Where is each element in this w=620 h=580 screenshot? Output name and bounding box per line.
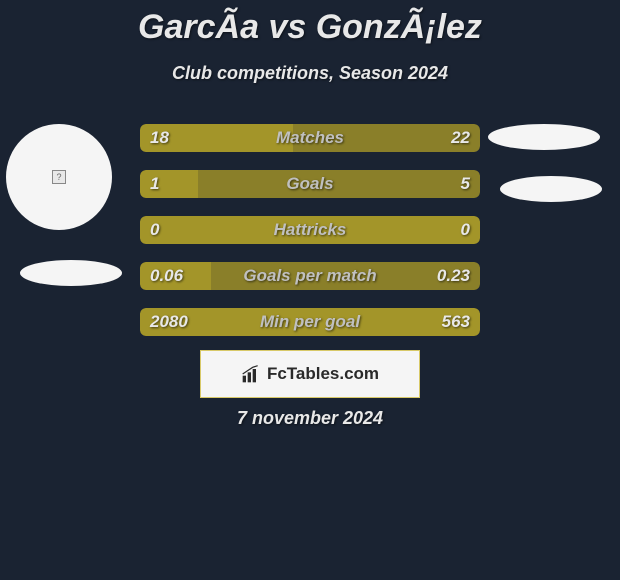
stat-label: Hattricks bbox=[274, 220, 347, 240]
page-title: GarcÃ­a vs GonzÃ¡lez bbox=[0, 0, 620, 47]
broken-image-icon: ? bbox=[52, 170, 66, 184]
bar-right-fill bbox=[198, 170, 480, 198]
stat-label: Matches bbox=[276, 128, 344, 148]
stat-row: 1 5 Goals bbox=[140, 170, 480, 198]
stat-left-value: 2080 bbox=[150, 312, 188, 332]
stat-right-value: 0 bbox=[461, 220, 470, 240]
stat-right-value: 5 bbox=[461, 174, 470, 194]
fctables-logo: FcTables.com bbox=[200, 350, 420, 398]
bar-left-fill bbox=[140, 170, 198, 198]
stat-row: 0 0 Hattricks bbox=[140, 216, 480, 244]
stat-label: Goals per match bbox=[243, 266, 376, 286]
stat-right-value: 0.23 bbox=[437, 266, 470, 286]
stat-left-value: 18 bbox=[150, 128, 169, 148]
stat-right-value: 563 bbox=[442, 312, 470, 332]
stat-row: 2080 563 Min per goal bbox=[140, 308, 480, 336]
stat-label: Min per goal bbox=[260, 312, 360, 332]
stat-row: 18 22 Matches bbox=[140, 124, 480, 152]
stat-left-value: 0.06 bbox=[150, 266, 183, 286]
chart-icon bbox=[241, 364, 261, 384]
subtitle: Club competitions, Season 2024 bbox=[0, 63, 620, 84]
stat-left-value: 1 bbox=[150, 174, 159, 194]
stats-bars: 18 22 Matches 1 5 Goals 0 0 Hattricks 0.06 0.23 Goa… bbox=[140, 124, 480, 354]
player-left-shadow bbox=[20, 260, 122, 286]
date-text: 7 november 2024 bbox=[0, 408, 620, 429]
stat-right-value: 22 bbox=[451, 128, 470, 148]
player-right-oval-2 bbox=[500, 176, 602, 202]
stat-label: Goals bbox=[286, 174, 333, 194]
stat-row: 0.06 0.23 Goals per match bbox=[140, 262, 480, 290]
logo-text: FcTables.com bbox=[267, 364, 379, 384]
stat-left-value: 0 bbox=[150, 220, 159, 240]
player-right-oval-1 bbox=[488, 124, 600, 150]
player-left-avatar: ? bbox=[6, 124, 112, 230]
